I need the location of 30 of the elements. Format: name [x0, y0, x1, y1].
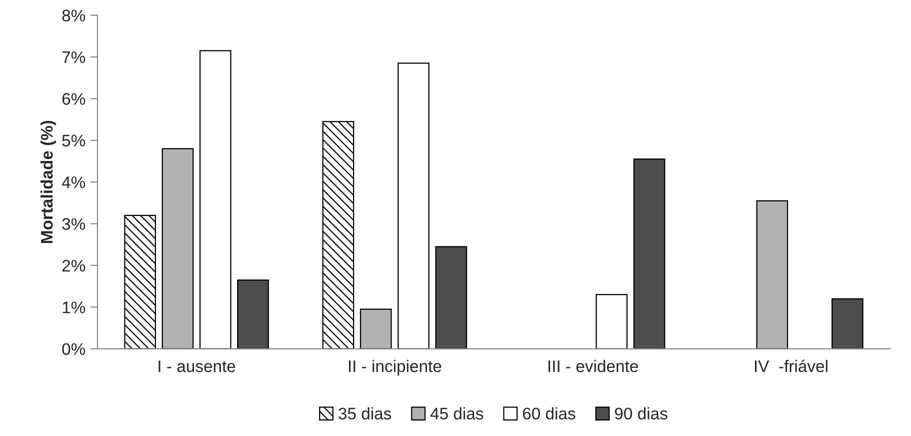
y-tick-label: 4% — [62, 176, 86, 188]
bar — [435, 246, 468, 349]
x-tick-label: III - evidente — [548, 360, 638, 372]
x-tick-label: II - incipiente — [348, 360, 442, 376]
x-tick-label: IV -friável — [755, 360, 828, 372]
y-tick-label: 7% — [62, 51, 86, 64]
x-tick-label: I - ausente — [158, 360, 236, 372]
legend-label: 35 dias — [338, 407, 392, 420]
y-tick-label: 3% — [62, 218, 86, 230]
bar — [360, 308, 392, 349]
bar — [596, 294, 628, 349]
legend-label: 45 dias — [430, 407, 484, 420]
bar — [237, 279, 269, 349]
bar — [756, 200, 788, 349]
bar — [199, 50, 232, 349]
y-tick-label: 1% — [62, 302, 86, 314]
bar — [832, 298, 864, 349]
y-tick-label: 6% — [62, 93, 86, 105]
y-tick-label: 8% — [62, 10, 86, 22]
y-tick-label: 0% — [62, 343, 86, 356]
bar — [162, 148, 194, 349]
bar — [633, 158, 666, 349]
legend-label: 90 dias — [614, 407, 668, 420]
bar — [398, 62, 430, 349]
y-axis-title: Mortalidade (%) — [40, 120, 56, 243]
bar — [322, 121, 354, 349]
y-tick-label: 5% — [62, 134, 86, 147]
bar — [124, 214, 156, 349]
y-tick-label: 2% — [62, 260, 86, 272]
legend-label: 60 dias — [522, 407, 576, 420]
